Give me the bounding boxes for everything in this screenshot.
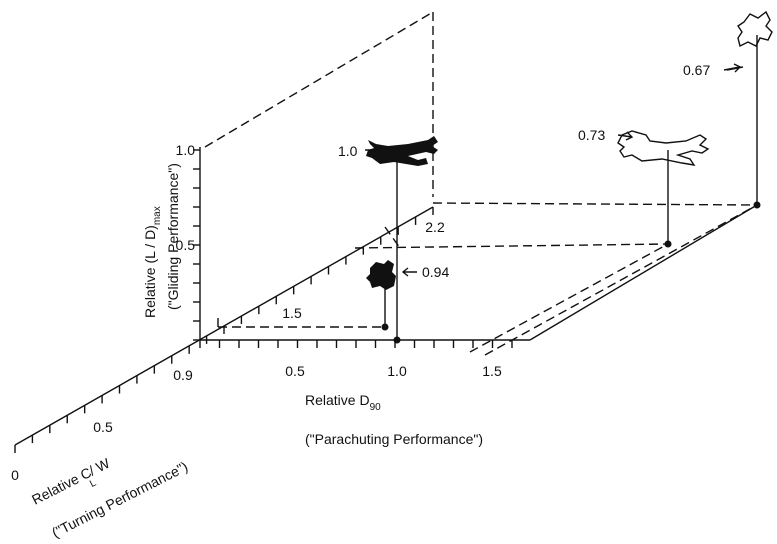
tick-label: 0.5 <box>285 363 305 379</box>
axis-label-text: Relative D <box>305 392 370 408</box>
tick-label: 2.2 <box>425 219 445 235</box>
tick-label: 1.0 <box>176 142 196 158</box>
projection <box>355 244 668 248</box>
frog-icon <box>366 260 396 290</box>
projection <box>485 205 757 355</box>
plane-edge <box>205 12 433 147</box>
point <box>382 324 389 331</box>
point <box>665 241 672 248</box>
tick-label: 0.5 <box>93 419 113 435</box>
axis-label-subscript: 90 <box>370 402 382 413</box>
axis-label-subscript: L <box>88 477 98 490</box>
frog-icon <box>738 12 772 46</box>
frog-label: 0.73 <box>578 127 605 143</box>
axis-label-text: Relative (L / D) <box>142 225 158 318</box>
axis-note: ("Gliding Performance") <box>165 163 181 310</box>
projection <box>433 203 757 205</box>
axis-label-subscript: max <box>152 206 163 225</box>
frog-icon <box>366 136 438 166</box>
frog-label: 1.0 <box>338 143 358 159</box>
axis-note: ("Parachuting Performance") <box>305 431 483 447</box>
tick-label: 0 <box>11 467 19 483</box>
tick-label: 1.5 <box>482 363 502 379</box>
axis-label-text: Relative C <box>29 464 94 508</box>
axis-note: ("Turning Performance") <box>49 458 190 540</box>
arrow <box>403 268 417 276</box>
diagram: 1.0 0.5 Relative (L / D)max ("Gliding Pe… <box>0 0 777 544</box>
tick-label: 0.9 <box>173 367 193 383</box>
axis-label: Relative D90 <box>305 392 381 413</box>
point <box>754 202 761 209</box>
frog-label: 0.94 <box>422 264 449 280</box>
tick-label: 1.5 <box>282 305 302 321</box>
axis-label: Relative (L / D)max <box>142 206 163 318</box>
tick-label: 1.0 <box>387 363 407 379</box>
projection <box>470 244 668 352</box>
frog-label: 0.67 <box>683 62 710 78</box>
floor-edge <box>530 205 757 340</box>
